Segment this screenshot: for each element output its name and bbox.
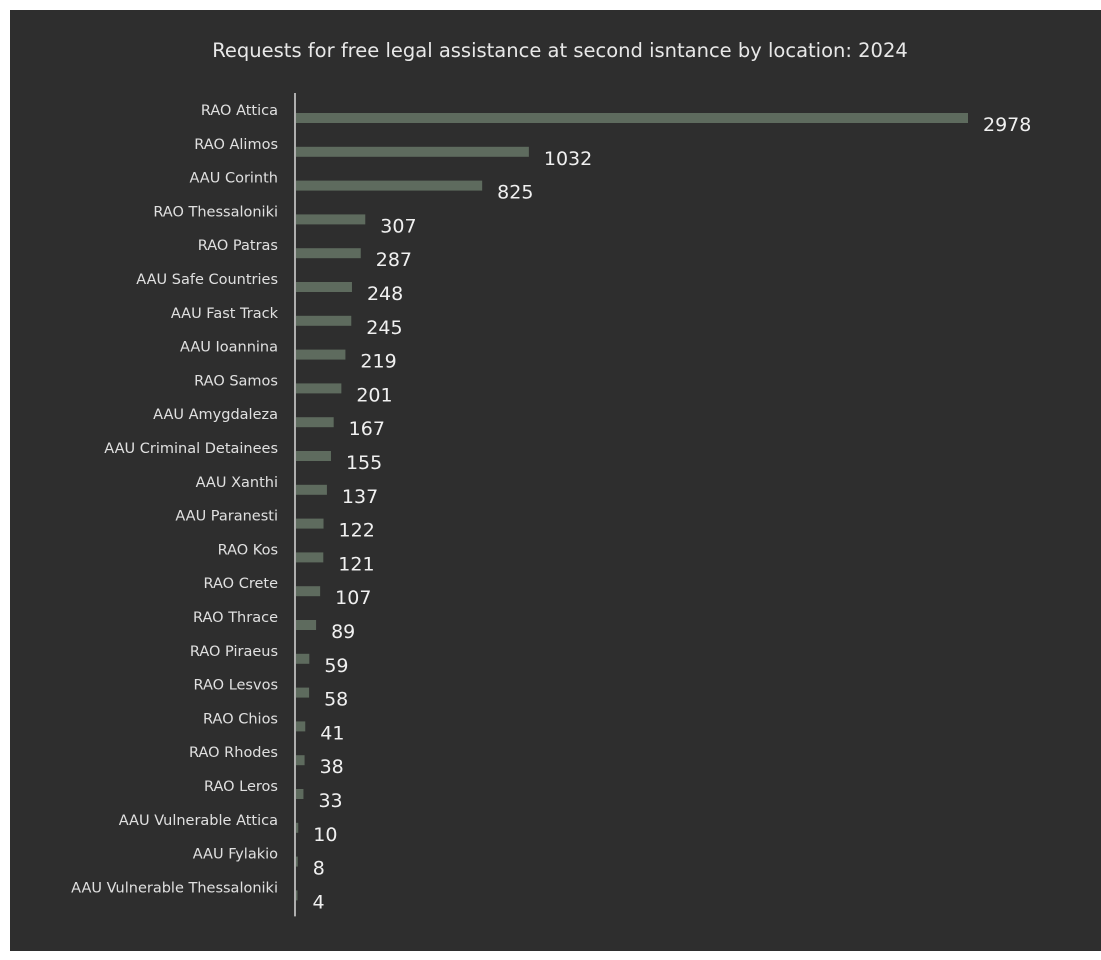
value-label: 245 [366, 317, 402, 339]
bar [296, 484, 327, 495]
bar [296, 890, 298, 901]
bar [296, 146, 529, 157]
bar [296, 856, 298, 867]
value-label: 825 [497, 182, 533, 204]
bar-chart: Requests for free legal assistance at se… [71, 39, 1031, 917]
bar [296, 282, 352, 292]
category-label: RAO Thrace [193, 610, 278, 626]
value-label: 137 [342, 486, 378, 508]
bar [296, 586, 321, 597]
category-label: AAU Ioannina [180, 340, 278, 356]
category-label: AAU Corinth [189, 171, 278, 187]
bar [296, 789, 304, 799]
category-label: AAU Amygdaleza [153, 407, 278, 423]
category-label: AAU Xanthi [196, 475, 278, 491]
value-label: 155 [346, 452, 382, 474]
bar [296, 687, 310, 698]
bar [296, 383, 342, 394]
bar [296, 451, 331, 461]
category-label: RAO Samos [194, 373, 278, 389]
value-label: 1032 [544, 148, 592, 170]
bar [296, 180, 483, 191]
category-label: RAO Attica [201, 103, 278, 119]
category-label: RAO Chios [203, 711, 278, 727]
category-label: AAU Safe Countries [136, 272, 278, 288]
value-label: 107 [335, 587, 371, 609]
bar [296, 113, 968, 123]
value-label: 59 [324, 655, 348, 677]
value-label: 122 [339, 520, 375, 542]
category-label: RAO Alimos [194, 137, 278, 153]
category-label: RAO Leros [204, 779, 278, 795]
bar [296, 620, 317, 630]
bar [296, 349, 346, 360]
category-label: RAO Piraeus [190, 644, 278, 660]
category-label: AAU Paranesti [175, 509, 278, 525]
value-label: 58 [324, 689, 348, 711]
value-label: 8 [313, 858, 325, 880]
category-label: RAO Thessaloniki [153, 204, 278, 220]
bars-group: RAO Attica 2978 RAO Alimos 1032 AAU Corinth 8… [71, 103, 1031, 913]
value-label: 38 [320, 756, 344, 778]
category-label: AAU Criminal Detainees [104, 441, 278, 457]
bar [296, 248, 361, 259]
category-label: RAO Patras [198, 238, 278, 254]
bar [296, 518, 324, 529]
bar [296, 822, 299, 833]
category-label: AAU Fast Track [171, 306, 279, 322]
value-label: 201 [356, 384, 392, 406]
value-label: 287 [376, 249, 412, 271]
value-label: 121 [338, 553, 374, 575]
bar [296, 552, 324, 563]
bar [296, 315, 352, 326]
bar [296, 653, 310, 664]
category-label: AAU Vulnerable Attica [119, 813, 278, 829]
value-label: 41 [320, 722, 344, 744]
value-label: 248 [367, 283, 403, 305]
bar [296, 721, 306, 732]
category-label: AAU Vulnerable Thessaloniki [71, 880, 278, 896]
category-label: RAO Kos [218, 542, 278, 558]
chart-panel: Requests for free legal assistance at se… [10, 10, 1101, 951]
value-label: 89 [331, 621, 355, 643]
bar [296, 755, 305, 766]
value-label: 33 [318, 790, 342, 812]
value-label: 167 [349, 418, 385, 440]
category-label: AAU Fylakio [193, 847, 278, 863]
value-label: 307 [380, 215, 416, 237]
value-label: 4 [313, 891, 325, 913]
value-label: 2978 [983, 114, 1031, 136]
bar [296, 417, 334, 428]
chart-title: Requests for free legal assistance at se… [212, 39, 908, 62]
category-label: RAO Rhodes [189, 745, 278, 761]
value-label: 219 [360, 351, 396, 373]
category-label: RAO Crete [204, 576, 279, 592]
category-label: RAO Lesvos [194, 678, 278, 694]
value-label: 10 [313, 824, 337, 846]
bar [296, 214, 366, 225]
